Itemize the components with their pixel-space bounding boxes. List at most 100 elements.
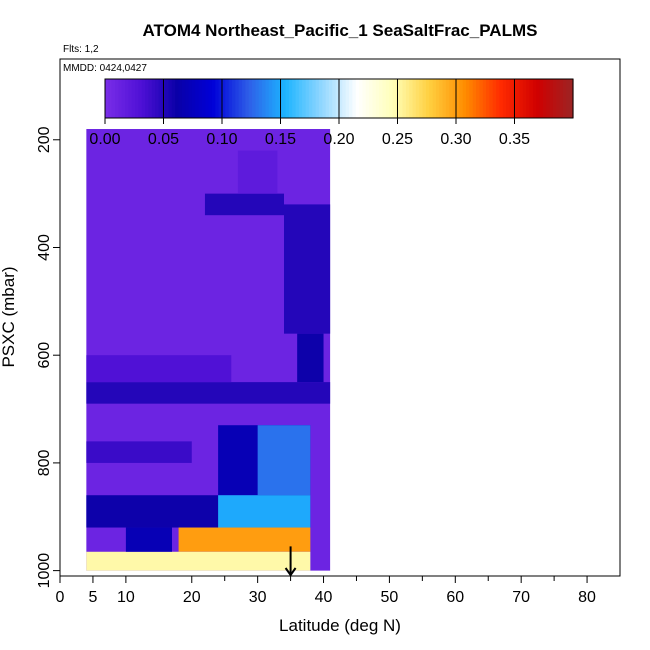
colorbar-segment [141, 79, 146, 118]
x-tick-label: 50 [381, 589, 399, 606]
colorbar-segment [181, 79, 186, 118]
colorbar-segment [499, 79, 504, 118]
data-cell [218, 495, 311, 528]
colorbar-segment [486, 79, 491, 118]
data-cell [204, 193, 284, 216]
colorbar-segment [456, 79, 460, 118]
colorbar-segment [128, 79, 133, 118]
colorbar-segment [201, 79, 206, 118]
colorbar-segment [562, 79, 567, 118]
colorbar-segment [379, 79, 384, 118]
colorbar-segment [121, 79, 126, 118]
colorbar-segment [235, 79, 240, 118]
data-cell [125, 527, 172, 552]
colorbar-segment [459, 79, 464, 118]
colorbar-segment [328, 79, 333, 118]
colorbar-segment [332, 79, 337, 118]
x-tick-label: 10 [117, 589, 135, 606]
x-tick-label: 40 [315, 589, 333, 606]
colorbar-segment [222, 79, 226, 118]
colorbar-segment [372, 79, 377, 118]
colorbar-segment [365, 79, 370, 118]
colorbar-segment [345, 79, 350, 118]
colorbar-segment [171, 79, 176, 118]
colorbar-segment [405, 79, 410, 118]
colorbar-segment [115, 79, 119, 118]
colorbar-segment [516, 79, 521, 118]
colorbar-segment [245, 79, 250, 118]
colorbar-segment [175, 79, 180, 118]
data-cell [86, 382, 331, 404]
colorbar-segment [506, 79, 511, 118]
colorbar-segment [285, 79, 290, 118]
colorbar-segment [532, 79, 537, 118]
colorbar-segment [248, 79, 253, 118]
colorbar-segment [529, 79, 534, 118]
colorbar-segment [339, 79, 343, 118]
colorbar-segment [385, 79, 390, 118]
colorbar-segment [415, 79, 420, 118]
x-axis-title: Latitude (deg N) [279, 616, 401, 635]
colorbar-segment [566, 79, 571, 118]
flights-note: Flts: 1,2 [63, 44, 99, 55]
dates-note: MMDD: 0424,0427 [63, 63, 147, 74]
colorbar-segment [496, 79, 501, 118]
colorbar-segment [255, 79, 260, 118]
colorbar-segment [325, 79, 330, 118]
colorbar-segment [295, 79, 300, 118]
colorbar-tick-label: 0.30 [440, 131, 471, 148]
colorbar-segment [359, 79, 363, 118]
plot-frame [59, 58, 621, 577]
colorbar-segment [135, 79, 140, 118]
colorbar-segment [362, 79, 367, 118]
colorbar-tick-label: 0.35 [499, 131, 530, 148]
colorbar-segment [349, 79, 353, 118]
colorbar-segment [252, 79, 257, 118]
colorbar-segment [205, 79, 210, 118]
colorbar-segment [335, 79, 340, 118]
x-tick-label: 0 [56, 589, 65, 606]
colorbar-segment [412, 79, 417, 118]
colorbar-segment [519, 79, 524, 118]
colorbar-segment [118, 79, 123, 118]
colorbar-tick-label: 0.00 [89, 131, 120, 148]
y-tick-label: 400 [36, 234, 53, 261]
colorbar-segment [198, 79, 203, 118]
colorbar-segment [145, 79, 150, 118]
data-cell [86, 441, 192, 463]
colorbar-segment [522, 79, 527, 118]
colorbar-segment [462, 79, 467, 118]
y-axis-title: PSXC (mbar) [0, 266, 18, 367]
colorbar-segment [542, 79, 547, 118]
colorbar-segment [312, 79, 317, 118]
colorbar-segment [305, 79, 310, 118]
colorbar-segment [131, 79, 136, 118]
colorbar-segment [232, 79, 236, 118]
colorbar-tick-label: 0.20 [323, 131, 354, 148]
colorbar-segment [422, 79, 427, 118]
colorbar-segment [526, 79, 531, 118]
colorbar-segment [449, 79, 454, 118]
colorbar-segment [195, 79, 200, 118]
colorbar-segment [369, 79, 374, 118]
colorbar-segment [425, 79, 430, 118]
colorbar-segment [111, 79, 116, 118]
colorbar-segment [552, 79, 557, 118]
colorbar-segment [125, 79, 129, 118]
y-tick-label: 1000 [36, 553, 53, 589]
x-tick-label: 5 [88, 589, 97, 606]
x-tick-label: 30 [249, 589, 267, 606]
colorbar-segment [225, 79, 230, 118]
colorbar-segment [536, 79, 541, 118]
colorbar-segment [382, 79, 387, 118]
data-cell [297, 333, 324, 383]
colorbar-segment [546, 79, 551, 118]
colorbar-segment [178, 79, 183, 118]
colorbar-segment [228, 79, 233, 118]
colorbar-segment [419, 79, 424, 118]
data-cell [86, 355, 232, 383]
colorbar-segment [479, 79, 484, 118]
y-tick-label: 600 [36, 342, 53, 369]
colorbar-segment [272, 79, 277, 118]
colorbar-segment [556, 79, 561, 118]
